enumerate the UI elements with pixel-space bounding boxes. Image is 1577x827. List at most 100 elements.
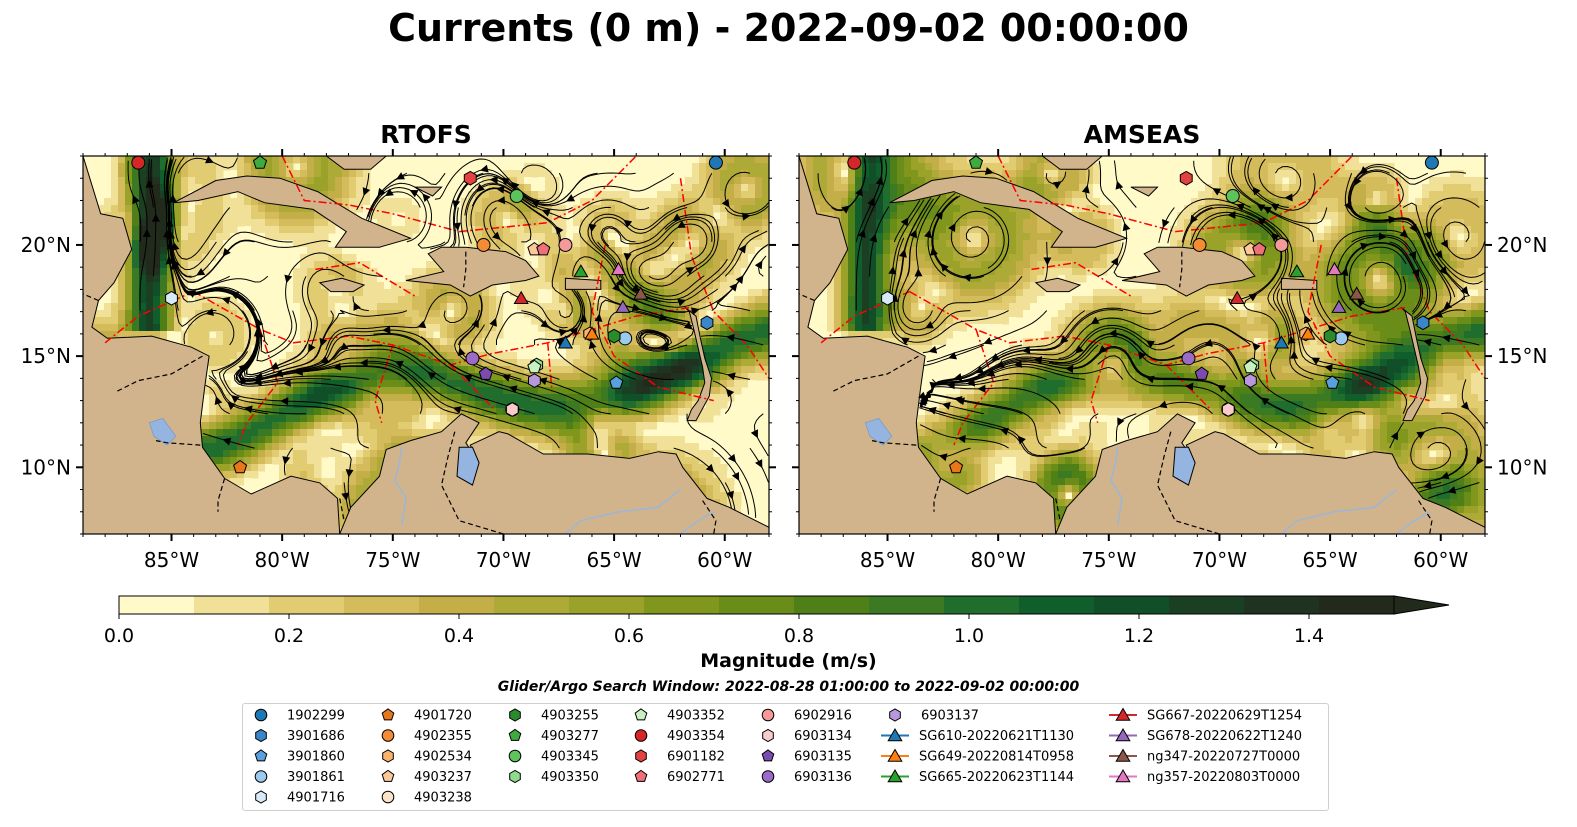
legend-label: 4903238 bbox=[414, 791, 472, 806]
colorbar-segment bbox=[869, 596, 945, 614]
legend-entry: SG610-20220621T1130 bbox=[881, 728, 1074, 744]
legend-marker bbox=[1115, 728, 1131, 742]
streamline-arrow bbox=[566, 194, 576, 202]
platform-3901860 bbox=[609, 375, 624, 389]
streamline-arrow bbox=[559, 328, 568, 337]
legend-label: SG678-20220622T1240 bbox=[1147, 729, 1302, 744]
legend-label: SG665-20220623T1144 bbox=[919, 770, 1074, 785]
eez-boundary bbox=[449, 364, 496, 411]
streamline-arrow bbox=[508, 385, 518, 394]
streamline-arrow bbox=[727, 453, 736, 463]
legend-label: 6903136 bbox=[794, 770, 852, 785]
streamline-arrow bbox=[452, 406, 462, 414]
streamline-arrow bbox=[1423, 338, 1432, 347]
streamline-arrow bbox=[726, 490, 734, 500]
streamline-arrow bbox=[875, 176, 884, 186]
platform-4902355 bbox=[1192, 237, 1207, 252]
legend-marker bbox=[761, 708, 775, 722]
streamline-arrow bbox=[280, 397, 289, 406]
legend-entry: 3901861 bbox=[254, 770, 345, 785]
figure-title: Currents (0 m) - 2022-09-02 00:00:00 bbox=[388, 6, 1189, 50]
legend-label: 4901720 bbox=[414, 709, 472, 724]
colorbar-segment bbox=[119, 596, 195, 614]
legend-entry: 4903255 bbox=[509, 708, 599, 724]
platform-6903135 bbox=[1194, 366, 1209, 380]
platform-3901686 bbox=[700, 315, 714, 331]
legend-entry: 4903345 bbox=[508, 750, 599, 765]
platform-4903277 bbox=[252, 155, 268, 169]
legend-entry: 6903134 bbox=[762, 728, 852, 744]
colorbar-segment bbox=[1094, 596, 1170, 614]
legend-entry: 6903135 bbox=[761, 749, 852, 765]
country-border bbox=[155, 440, 201, 446]
platform-SG678-20220622T1240 bbox=[615, 299, 631, 313]
streamline-arrow bbox=[417, 320, 427, 329]
streamline-arrow bbox=[999, 427, 1009, 436]
platform-SG678-20220622T1240 bbox=[1331, 299, 1347, 313]
streamline-arrow bbox=[222, 247, 231, 257]
legend-marker bbox=[381, 769, 395, 782]
legend-marker bbox=[255, 728, 267, 743]
legend-entry: 6902916 bbox=[761, 708, 852, 724]
legend-label: SG667-20220629T1254 bbox=[1147, 709, 1302, 724]
legend-entry: 6903136 bbox=[761, 770, 852, 785]
streamline-arrow bbox=[1059, 335, 1069, 344]
colorbar-segment bbox=[1244, 596, 1320, 614]
legend-marker bbox=[634, 729, 648, 742]
streamline-arrow bbox=[538, 377, 548, 386]
map-frame bbox=[798, 155, 1486, 535]
colorbar-tick-label: 1.0 bbox=[954, 625, 984, 647]
streamline-arrow bbox=[1227, 211, 1236, 220]
legend-label: 6903135 bbox=[794, 750, 852, 765]
y-tick-label: 20°N bbox=[21, 233, 71, 257]
streamline-arrow bbox=[409, 189, 419, 198]
colorbar-segment bbox=[794, 596, 870, 614]
river bbox=[394, 447, 407, 526]
streamline-arrow bbox=[132, 195, 140, 205]
streamline-arrow bbox=[731, 471, 740, 481]
legend-entry: SG667-20220629T1254 bbox=[1109, 707, 1302, 724]
streamline-arrow bbox=[888, 266, 897, 275]
streamlines bbox=[127, 156, 769, 518]
lake-maracaibo bbox=[456, 446, 480, 486]
streamline-arrow bbox=[942, 401, 951, 410]
streamline-arrow bbox=[345, 469, 354, 478]
streamline-arrow bbox=[977, 384, 986, 393]
streamline-arrow bbox=[754, 260, 763, 270]
platform-4903255 bbox=[1323, 328, 1337, 344]
legend-entry: 4903238 bbox=[381, 791, 472, 806]
map-panel-rtofs bbox=[82, 155, 770, 535]
streamline-arrow bbox=[1390, 431, 1399, 441]
streamline-arrow bbox=[320, 355, 330, 364]
lake-maracaibo bbox=[1172, 446, 1196, 486]
platform-SG610-20220621T1130 bbox=[1273, 335, 1290, 349]
country-border bbox=[440, 431, 504, 534]
landmass bbox=[325, 156, 387, 170]
streamline-arrow bbox=[677, 298, 687, 307]
streamline-arrow bbox=[1411, 268, 1420, 278]
streamline-arrow bbox=[1252, 342, 1261, 352]
country-border bbox=[702, 500, 717, 534]
streamline-arrow bbox=[1017, 435, 1026, 445]
streamline-arrow bbox=[948, 223, 956, 233]
eez-boundary bbox=[281, 156, 637, 233]
platform-4903354 bbox=[847, 155, 862, 170]
legend-entry: 6903137 bbox=[889, 708, 979, 724]
landmass bbox=[1034, 277, 1082, 293]
streamline-arrow bbox=[631, 303, 641, 312]
streamline-arrow bbox=[676, 220, 686, 229]
landmass bbox=[1041, 156, 1103, 170]
platform-4903255 bbox=[607, 328, 621, 344]
landmass bbox=[1130, 186, 1159, 197]
streamline-arrow bbox=[869, 233, 878, 243]
platform-6903134 bbox=[1221, 402, 1235, 417]
streamline-arrow bbox=[672, 213, 682, 221]
streamline-arrow bbox=[569, 326, 578, 336]
streamline-arrow bbox=[353, 301, 361, 311]
streamlines bbox=[817, 156, 1485, 499]
platform-ng347-20220727T0000 bbox=[633, 286, 649, 300]
legend-marker bbox=[761, 749, 775, 762]
legend-marker bbox=[509, 769, 521, 784]
streamline-arrow bbox=[755, 459, 763, 469]
river bbox=[1280, 488, 1398, 534]
